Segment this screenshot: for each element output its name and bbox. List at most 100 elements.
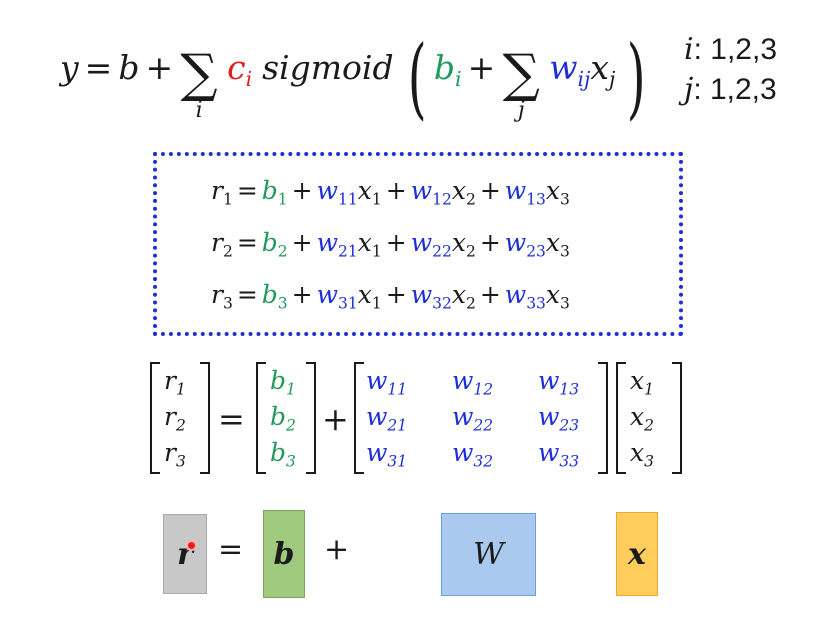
eq-x-sub: 1 bbox=[371, 190, 382, 209]
eq-b: b bbox=[261, 280, 278, 309]
w-matrix-sub: 33 bbox=[559, 452, 580, 471]
w-matrix-symbol: w bbox=[452, 402, 474, 431]
sum-over-j: ∑ j bbox=[501, 40, 541, 123]
formula-b: b bbox=[118, 48, 140, 87]
r-vector-symbol: r bbox=[164, 438, 176, 467]
b-block-label: b bbox=[273, 536, 295, 572]
x-vector-cell: x2 bbox=[630, 402, 654, 433]
eq-x-sub: 1 bbox=[371, 294, 382, 313]
x-vector-symbol: x bbox=[630, 402, 645, 431]
range-i: i: 1,2,3 bbox=[684, 30, 777, 70]
r-vector-symbol: r bbox=[164, 402, 176, 431]
x-vector-sub: 1 bbox=[644, 380, 654, 399]
r-vector-symbol: r bbox=[164, 366, 176, 395]
b-vector-sub: 2 bbox=[286, 416, 296, 435]
formula-right-paren: ) bbox=[627, 26, 646, 129]
sigmoid-formula: y = b + ∑ i ci sigmoid ( bi + ∑ j wijxj … bbox=[60, 34, 654, 124]
w-matrix-cell: w21 bbox=[366, 402, 407, 433]
eq-plus: + bbox=[291, 228, 313, 257]
eq-equals: = bbox=[236, 176, 258, 205]
equation-row-1: r1 = b1 + w11x1 + w12x2 + w13x3 bbox=[211, 176, 570, 209]
w-matrix-sub: 13 bbox=[559, 380, 580, 399]
formula-c-term: ci bbox=[227, 48, 252, 89]
equation-row-2: r2 = b2 + w21x1 + w22x2 + w23x3 bbox=[211, 228, 570, 261]
eq-w-sub: 23 bbox=[526, 242, 546, 261]
sigma-symbol: ∑ bbox=[180, 44, 218, 104]
w-matrix-cell: w23 bbox=[538, 402, 579, 433]
eq-x-sub: 3 bbox=[560, 190, 570, 209]
formula-bi-term: bi bbox=[434, 48, 462, 89]
eq-x-sub: 3 bbox=[560, 294, 570, 313]
eq-r: r bbox=[211, 228, 223, 257]
sigma-symbol-2: ∑ bbox=[502, 44, 540, 104]
range-j-values: : 1,2,3 bbox=[693, 73, 777, 106]
eq-x: x bbox=[357, 280, 372, 309]
r-vector-sub: 2 bbox=[175, 416, 186, 435]
w-matrix-symbol: w bbox=[366, 402, 388, 431]
equation-row-3: r3 = b3 + w31x1 + w32x2 + w33x3 bbox=[211, 280, 570, 313]
formula-w-sub: ij bbox=[577, 67, 591, 92]
eq-w: w bbox=[316, 280, 339, 309]
r-vector-cell: r3 bbox=[164, 438, 186, 471]
expanded-equations-box bbox=[153, 152, 683, 336]
eq-x: x bbox=[545, 176, 561, 205]
sum-index-j: j bbox=[517, 98, 525, 123]
range-j: j: 1,2,3 bbox=[684, 70, 777, 110]
eq-w: w bbox=[316, 176, 339, 205]
eq-w-sub: 31 bbox=[338, 294, 358, 313]
eq-plus: + bbox=[479, 228, 501, 257]
eq-plus: + bbox=[479, 280, 501, 309]
b-vector-cell: b1 bbox=[270, 366, 296, 399]
w-matrix-symbol: w bbox=[538, 402, 560, 431]
b-vector-sub: 1 bbox=[286, 380, 296, 399]
b-vector-sub: 3 bbox=[286, 452, 296, 471]
eq-w-sub: 32 bbox=[432, 294, 452, 313]
range-j-label: j bbox=[684, 72, 694, 107]
r-vector-sub: 3 bbox=[175, 452, 186, 471]
eq-x: x bbox=[545, 228, 561, 257]
w-matrix-cell: w32 bbox=[452, 438, 493, 469]
eq-w-sub: 21 bbox=[338, 242, 358, 261]
x-block-label: x bbox=[628, 536, 646, 572]
w-matrix-symbol: w bbox=[538, 438, 560, 467]
b-vector-symbol: b bbox=[270, 438, 287, 467]
eq-w-sub: 11 bbox=[338, 190, 358, 209]
eq-plus: + bbox=[385, 280, 407, 309]
w-matrix-cell: w31 bbox=[366, 438, 408, 471]
eq-x-sub: 2 bbox=[465, 242, 476, 261]
sum-over-i: ∑ i bbox=[179, 40, 219, 123]
r-vector-cell: r2 bbox=[164, 402, 186, 435]
x-vector: x1 x2 x3 bbox=[616, 362, 682, 474]
x-vector-symbol: x bbox=[630, 366, 645, 395]
eq-r: r bbox=[211, 176, 223, 205]
w-matrix-symbol: w bbox=[538, 366, 560, 395]
r-vector-sub: 1 bbox=[175, 380, 186, 399]
w-matrix-sub: 11 bbox=[387, 380, 408, 399]
block-plus: + bbox=[324, 532, 350, 567]
w-matrix-sub: 12 bbox=[473, 380, 494, 399]
block-equals: = bbox=[218, 532, 244, 567]
b-vector-cell: b2 bbox=[270, 402, 296, 435]
x-vector-cell: x3 bbox=[630, 438, 654, 469]
eq-r: r bbox=[211, 280, 223, 309]
eq-r-sub: 3 bbox=[222, 294, 233, 313]
x-block: x bbox=[616, 512, 658, 596]
eq-x: x bbox=[545, 280, 561, 309]
b-vector-symbol: b bbox=[270, 366, 287, 395]
w-matrix-symbol: w bbox=[452, 438, 474, 467]
eq-r-sub: 1 bbox=[222, 190, 233, 209]
eq-w-sub: 33 bbox=[526, 294, 546, 313]
W-block-label: W bbox=[473, 537, 504, 572]
eq-equals: = bbox=[236, 228, 258, 257]
eq-x: x bbox=[357, 176, 372, 205]
range-i-label: i bbox=[684, 32, 694, 67]
eq-b-sub: 3 bbox=[277, 294, 288, 313]
r-vector: r1 r2 r3 bbox=[150, 362, 210, 474]
b-block: b bbox=[263, 510, 305, 598]
sum-index-i: i bbox=[195, 98, 203, 123]
eq-x-sub: 1 bbox=[371, 242, 382, 261]
eq-x: x bbox=[451, 280, 466, 309]
formula-equals: = bbox=[84, 48, 113, 87]
w-matrix-sub: 31 bbox=[387, 452, 408, 471]
matrix-equals: = bbox=[218, 400, 245, 438]
